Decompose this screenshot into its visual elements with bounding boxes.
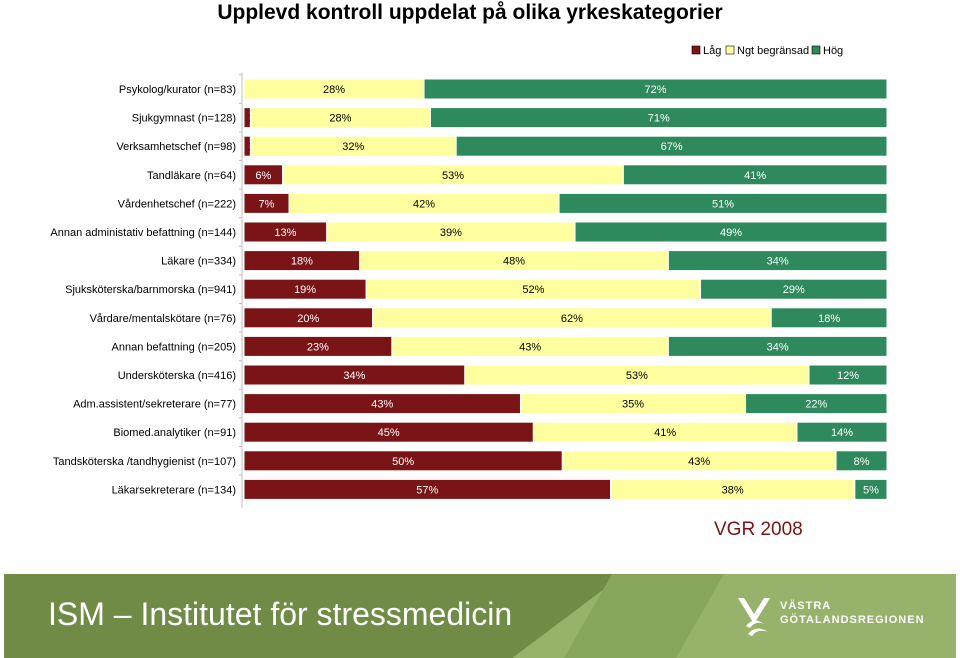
data-label-ngt-begr-nsad-0: 28%	[323, 84, 345, 96]
category-label-verksamhetschef-n-98: Verksamhetschef (n=98)	[116, 141, 236, 153]
data-label-l-g-8: 20%	[297, 313, 319, 325]
data-label-ngt-begr-nsad-9: 43%	[519, 341, 541, 353]
data-label-h-g-13: 8%	[854, 456, 870, 468]
bar-h-g-12	[796, 421, 888, 443]
bar-h-g-6	[667, 250, 888, 272]
bar-h-g-3	[622, 164, 888, 186]
axis-group: Psykolog/kurator (n=83) Sjukgymnast (n=12…	[50, 72, 243, 508]
category-label-annan-befattning-n-205: Annan befattning (n=205)	[112, 341, 236, 353]
bar-h-g-11	[745, 393, 888, 415]
data-label-ngt-begr-nsad-2: 32%	[342, 141, 364, 153]
data-label-h-g-11: 22%	[805, 399, 827, 411]
bar-h-g-14	[854, 478, 888, 500]
data-label-h-g-9: 34%	[767, 341, 789, 353]
category-label-biomed-analytiker-n-91: Biomed.analytiker (n=91)	[113, 427, 236, 439]
data-label-l-g-11: 43%	[371, 399, 393, 411]
data-label-ngt-begr-nsad-14: 38%	[722, 484, 744, 496]
category-label-psykolog-kurator-n-83: Psykolog/kurator (n=83)	[119, 84, 236, 96]
data-label-ngt-begr-nsad-6: 48%	[503, 256, 525, 268]
category-label-sjuksk-terska-barnmorska-n-941: Sjuksköterska/barnmorska (n=941)	[65, 284, 236, 296]
data-label-l-g-6: 18%	[291, 256, 313, 268]
data-label-ngt-begr-nsad-7: 52%	[522, 284, 544, 296]
data-label-l-g-13: 50%	[392, 456, 414, 468]
data-label-ngt-begr-nsad-4: 42%	[413, 198, 435, 210]
source-note: VGR 2008	[714, 519, 803, 540]
data-label-ngt-begr-nsad-11: 35%	[622, 399, 644, 411]
bar-h-g-8	[770, 307, 888, 329]
institute-name: ISM – Institutet för stressmedicin	[48, 596, 513, 632]
category-label-tandl-kare-n-64: Tandläkare (n=64)	[147, 170, 236, 182]
data-label-h-g-0: 72%	[645, 84, 667, 96]
bars-group: 0%28%72%1%28%71%1%32%67%6%53%41%7%42%51%…	[243, 78, 888, 500]
category-label-v-rdare-mentalsk-tare-n-76: Vårdare/mentalskötare (n=76)	[90, 313, 236, 325]
legend-swatch-l-g	[691, 45, 701, 55]
data-label-l-g-14: 57%	[416, 484, 438, 496]
bar-h-g-4	[558, 192, 888, 214]
data-label-h-g-12: 14%	[831, 427, 853, 439]
bar-h-g-5	[574, 221, 888, 243]
data-label-ngt-begr-nsad-10: 53%	[626, 370, 648, 382]
data-label-h-g-6: 34%	[767, 256, 789, 268]
category-label-v-rdenhetschef-n-222: Vårdenhetschef (n=222)	[118, 198, 236, 210]
category-label-undersk-terska-n-416: Undersköterska (n=416)	[118, 370, 236, 382]
bar-h-g-0	[423, 78, 888, 100]
bar-h-g-9	[667, 335, 888, 357]
bar-h-g-1	[429, 107, 888, 129]
legend-swatch-ngt-begr-nsad	[725, 45, 735, 55]
data-label-l-g-7: 19%	[294, 284, 316, 296]
footer-stripe-dark	[4, 574, 624, 658]
category-label-tandsk-terska-tandhygienist-n-107: Tandsköterska /tandhygienist (n=107)	[53, 456, 236, 468]
legend: Låg Ngt begränsad Hög	[691, 45, 843, 57]
data-label-h-g-3: 41%	[744, 170, 766, 182]
logo-text-line1: VÄSTRA	[780, 600, 832, 612]
data-label-l-g-5: 13%	[274, 227, 296, 239]
legend-label-l-g: Låg	[703, 45, 721, 57]
vgr-logo-icon	[738, 598, 770, 636]
data-label-h-g-7: 29%	[783, 284, 805, 296]
data-label-h-g-2: 67%	[661, 141, 683, 153]
logo-text-line2: GÖTALANDSREGIONEN	[780, 614, 925, 626]
legend-label-ngt-begr-nsad: Ngt begränsad	[737, 45, 809, 57]
data-label-l-g-9: 23%	[307, 341, 329, 353]
data-label-l-g-10: 34%	[343, 370, 365, 382]
data-label-h-g-4: 51%	[712, 198, 734, 210]
data-label-h-g-5: 49%	[720, 227, 742, 239]
bar-h-g-2	[455, 135, 888, 157]
bar-h-g-13	[835, 450, 888, 472]
category-label-l-kare-n-334: Läkare (n=334)	[161, 256, 236, 268]
data-label-h-g-10: 12%	[837, 370, 859, 382]
data-label-l-g-12: 45%	[378, 427, 400, 439]
category-label-sjukgymnast-n-128: Sjukgymnast (n=128)	[132, 113, 236, 125]
legend-label-h-g: Hög	[823, 45, 843, 57]
footer-banner: ISM – Institutet för stressmedicin VÄSTR…	[4, 574, 956, 658]
data-label-ngt-begr-nsad-13: 43%	[688, 456, 710, 468]
data-label-ngt-begr-nsad-3: 53%	[442, 170, 464, 182]
bar-h-g-7	[700, 278, 888, 300]
category-label-annan-administativ-befattning-n-144: Annan administativ befattning (n=144)	[50, 227, 236, 239]
data-label-l-g-4: 7%	[259, 198, 275, 210]
data-label-h-g-14: 5%	[863, 484, 879, 496]
data-label-ngt-begr-nsad-1: 28%	[329, 113, 351, 125]
chart-title: Upplevd kontroll uppdelat på olika yrkes…	[217, 1, 723, 24]
bar-h-g-10	[808, 364, 888, 386]
data-label-h-g-8: 18%	[818, 313, 840, 325]
category-label-adm-assistent-sekreterare-n-77: Adm.assistent/sekreterare (n=77)	[73, 399, 236, 411]
data-label-ngt-begr-nsad-5: 39%	[440, 227, 462, 239]
category-label-l-karsekreterare-n-134: Läkarsekreterare (n=134)	[112, 484, 236, 496]
data-label-h-g-1: 71%	[648, 113, 670, 125]
data-label-ngt-begr-nsad-12: 41%	[654, 427, 676, 439]
legend-swatch-h-g	[811, 45, 821, 55]
data-label-ngt-begr-nsad-8: 62%	[561, 313, 583, 325]
vgr-logo: VÄSTRA GÖTALANDSREGIONEN	[734, 594, 934, 638]
data-label-l-g-3: 6%	[255, 170, 271, 182]
